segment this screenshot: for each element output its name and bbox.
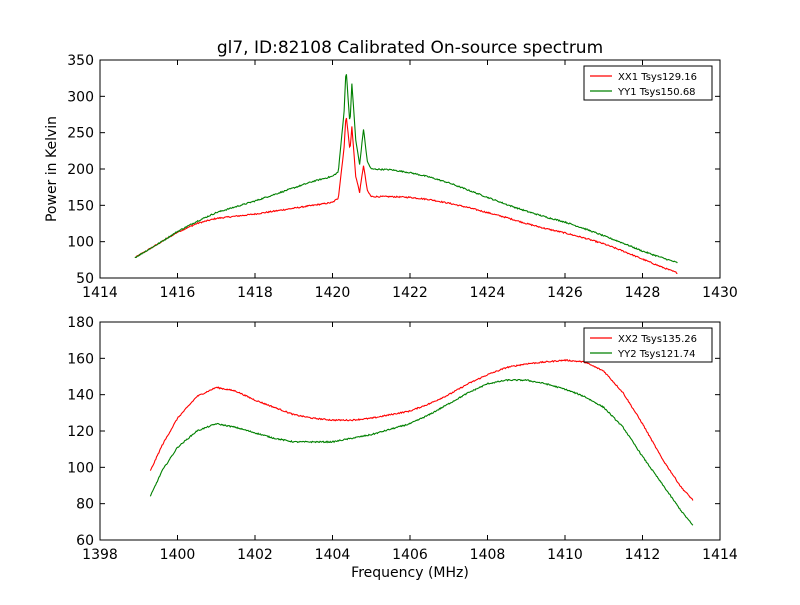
x-tick-label: 1428	[625, 285, 661, 301]
legend-label: YY2 Tsys121.74	[617, 349, 696, 360]
y-tick-label: 150	[67, 198, 94, 214]
x-tick-label: 1416	[160, 285, 196, 301]
legend: XX2 Tsys135.26 YY2 Tsys121.74	[583, 327, 713, 363]
legend-label: YY1 Tsys150.68	[617, 87, 696, 98]
y-tick-label: 100	[67, 460, 94, 476]
series-line-xx2	[149, 358, 694, 501]
bottom-panel: 1398 1400 1402 1404 1406 1408 1410 1412 1414 60 80…	[67, 315, 738, 563]
y-tick-label: 250	[67, 126, 94, 142]
y-tick-label: 160	[67, 351, 94, 367]
series-line-yy2	[149, 378, 694, 526]
x-axis-label: Frequency (MHz)	[351, 565, 469, 581]
legend-box	[583, 65, 713, 101]
x-tick-label: 1406	[392, 547, 428, 563]
x-tick-label: 1404	[315, 547, 351, 563]
y-tick-label: 300	[67, 89, 94, 105]
y-tick-label: 180	[67, 315, 94, 331]
legend: XX1 Tsys129.16 YY1 Tsys150.68	[583, 65, 713, 101]
x-tick-label: 1426	[547, 285, 583, 301]
y-tick-label: 80	[76, 497, 94, 513]
y-tick-label: 350	[67, 53, 94, 69]
y-tick-label: 120	[67, 424, 94, 440]
legend-box	[583, 327, 713, 363]
y-tick-label: 50	[76, 271, 94, 287]
y-axis-label: Power in Kelvin	[44, 116, 60, 222]
series-group	[134, 74, 678, 275]
y-tick-label: 200	[67, 162, 94, 178]
x-tick-label: 1414	[702, 547, 738, 563]
x-tick-label: 1412	[625, 547, 661, 563]
series-line-yy1	[134, 74, 678, 264]
x-tick-label: 1398	[82, 547, 118, 563]
y-tick-label: 100	[67, 235, 94, 251]
chart-title: gl7, ID:82108 Calibrated On-source spect…	[217, 38, 603, 58]
x-tick-label: 1430	[702, 285, 738, 301]
x-tick-label: 1420	[315, 285, 351, 301]
legend-label: XX2 Tsys135.26	[618, 334, 697, 345]
series-line-xx1	[134, 117, 678, 275]
y-tick-label: 140	[67, 388, 94, 404]
y-tick-label: 60	[76, 533, 94, 549]
x-tick-label: 1410	[547, 547, 583, 563]
x-tick-label: 1414	[82, 285, 118, 301]
x-tick-label: 1408	[470, 547, 506, 563]
x-tick-label: 1400	[160, 547, 196, 563]
x-tick-label: 1402	[237, 547, 273, 563]
legend-label: XX1 Tsys129.16	[618, 72, 697, 83]
top-panel: 1414 1416 1418 1420 1422 1424 1426 1428 1430 50 10…	[67, 53, 738, 301]
x-tick-label: 1422	[392, 285, 428, 301]
x-tick-label: 1418	[237, 285, 273, 301]
x-tick-label: 1424	[470, 285, 506, 301]
series-group	[149, 358, 694, 526]
